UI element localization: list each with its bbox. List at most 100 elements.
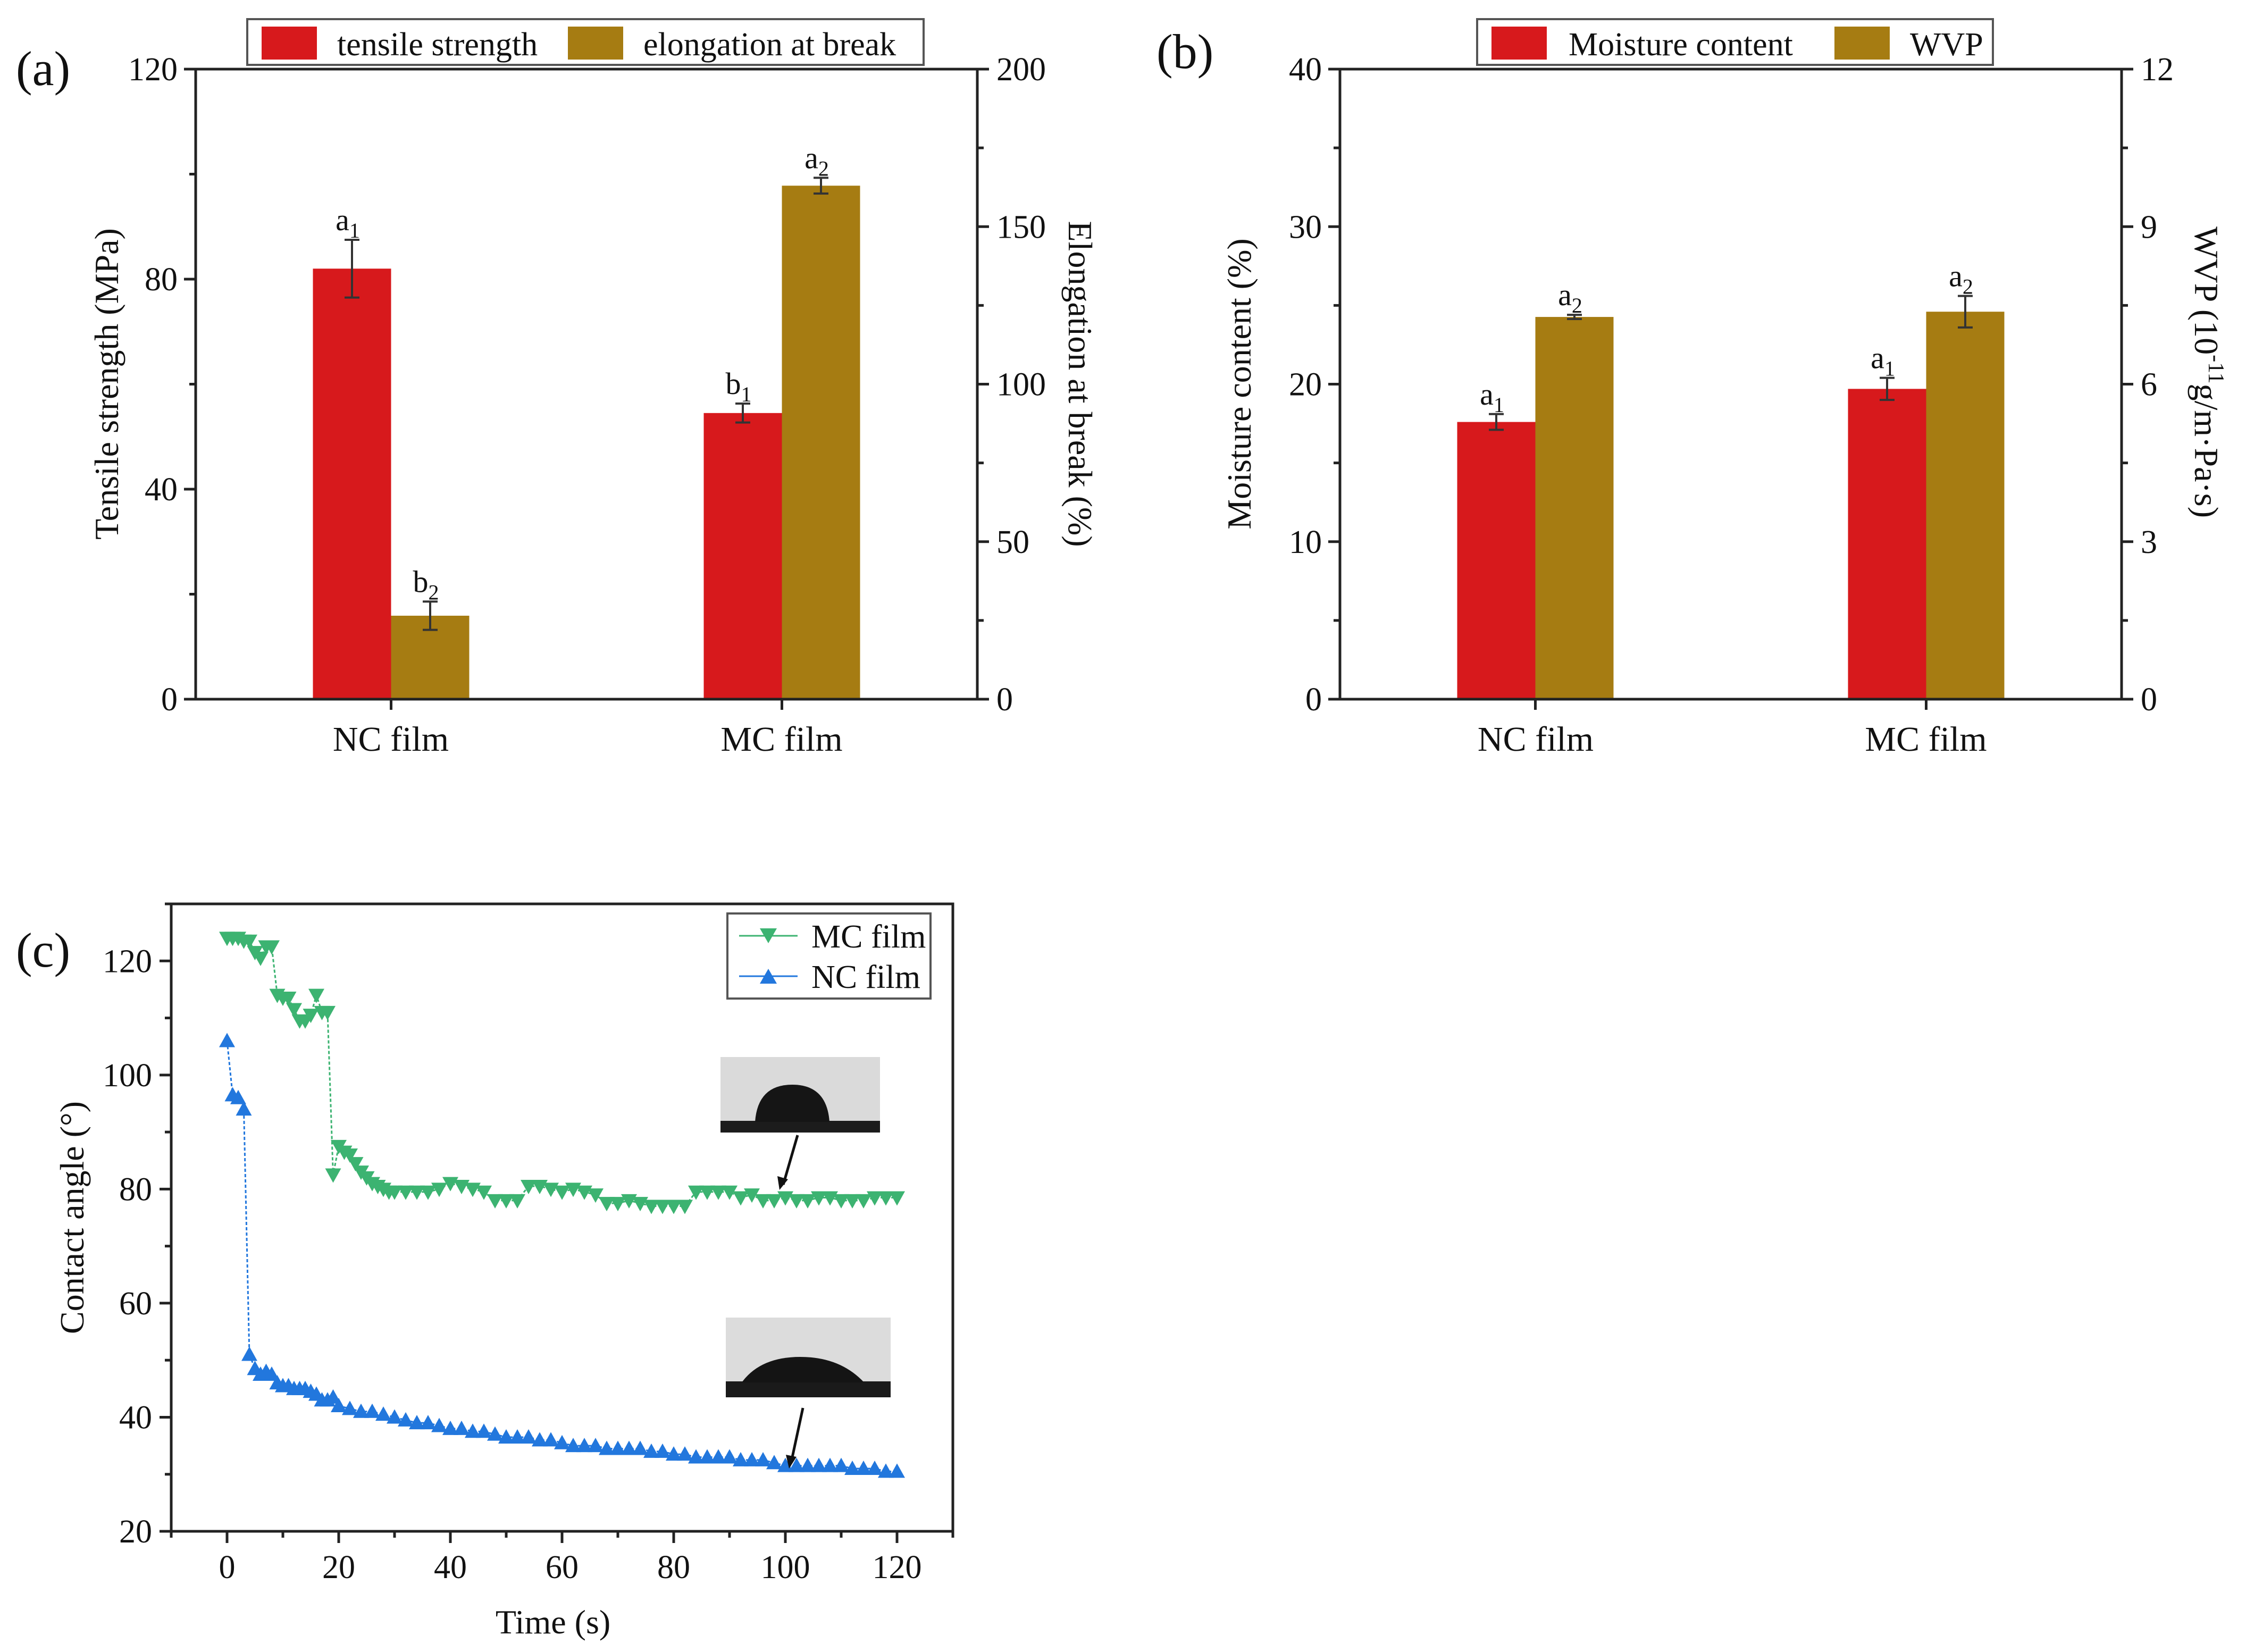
nc-data-point-29 [431,1418,447,1432]
mc-droplet-arrowhead [777,1176,788,1190]
nc-data-point-42 [576,1438,592,1453]
mc-data-point-34 [431,1183,447,1197]
panel-b-y2-label-main: WVP (10 [2188,227,2225,355]
nc-data-point-47 [632,1440,648,1455]
mc-data-point-31 [398,1185,414,1200]
mc-droplet-substrate [720,1121,880,1133]
a-bar-1-1 [782,186,860,700]
nc-data-point-46 [621,1440,637,1455]
nc-droplet-substrate [726,1381,891,1397]
nc-data-point-35 [498,1429,514,1444]
panel-c-x-ticks: 0 20 40 60 80 100 120 [170,1531,954,1586]
mc-data-point-8 [264,940,280,955]
nc-data-point-26 [398,1412,414,1427]
b-sig-base-1-1: a [1949,259,1963,293]
nc-data-point-37 [521,1429,537,1444]
mc-data-point-65 [777,1191,793,1206]
panel-c-series [219,932,905,1478]
panel-c-legend: MC film NC film [726,912,932,1000]
panel-b-legend-label-wvp: WVP [1910,27,1983,63]
mc-droplet-inset [720,1057,880,1190]
mc-data-point-19 [325,1168,341,1183]
nc-data-point-28 [420,1415,436,1430]
mc-data-point-48 [588,1188,604,1203]
nc-data-point-52 [688,1449,704,1464]
nc-data-point-24 [375,1406,391,1421]
b-sig-sub-0-1: 1 [1884,357,1895,381]
nc-data-point-50 [666,1446,682,1461]
b-sig-base-1-0: a [1558,278,1572,312]
c-xtick-label-4: 80 [657,1549,690,1586]
nc-data-point-3 [236,1101,252,1116]
panel-a-legend-swatch-tensile [262,27,317,60]
c-ytick-label-2: 60 [119,1286,152,1322]
c-xtick-label-2: 40 [434,1549,467,1586]
b-y2tick-label-3: 9 [2141,209,2157,245]
nc-data-point-70 [889,1463,905,1478]
mc-data-point-59 [710,1185,726,1200]
b-bar-0-0 [1457,422,1536,699]
panel-a-label: (a) [16,41,70,96]
nc-data-point-60 [777,1457,793,1472]
mc-data-point-62 [744,1188,760,1203]
mc-data-point-67 [800,1194,816,1209]
nc-data-point-53 [699,1449,715,1464]
nc-data-point-57 [744,1452,760,1466]
nc-data-point-33 [476,1423,492,1438]
panel-a-y2-ticks: 0 50 100 150 200 [977,52,1046,718]
panel-c-y-ticks: 20 40 60 80 100 120 [103,902,171,1550]
nc-data-point-54 [710,1449,726,1464]
a-sig-sub-0-0: 1 [349,219,360,242]
b-sig-base-0-1: a [1871,341,1884,375]
nc-data-point-8 [264,1366,280,1381]
mc-data-point-33 [420,1185,436,1200]
nc-data-point-30 [442,1420,458,1435]
mc-data-point-15 [303,1009,319,1024]
panel-b-legend-swatch-wvp [1834,27,1890,60]
a-sig-base-1-0: b [413,564,429,599]
mc-data-point-40 [498,1194,514,1209]
nc-data-point-32 [465,1423,481,1438]
nc-data-point-2 [230,1089,246,1104]
b-sig-label-1-1: a2 [1949,259,1973,299]
a-y2tick-label-3: 150 [996,209,1046,245]
b-sig-label-0-1: a1 [1871,341,1895,381]
mc-data-point-16 [308,988,324,1003]
nc-droplet-arrowhead [786,1455,797,1469]
mc-data-point-38 [476,1185,492,1200]
panel-a-legend-label-elongation: elongation at break [643,27,896,63]
mc-data-point-23 [347,1157,364,1172]
nc-data-point-36 [509,1429,525,1444]
a-bar-0-0 [313,269,391,699]
b-sig-sub-1-1: 2 [1963,275,1973,299]
a-y2tick-label-0: 0 [996,682,1013,718]
a-ytick-label-1: 40 [145,472,178,508]
mc-data-point-45 [554,1185,570,1200]
mc-data-point-22 [342,1148,358,1163]
nc-data-point-19 [325,1389,341,1404]
a-sig-label-1-0: b2 [413,564,439,604]
a-sig-sub-1-1: 2 [818,156,829,180]
panel-c-legend-label-mc: MC film [811,919,926,955]
mc-droplet-shape [755,1085,829,1122]
panel-b-y2-ticks: 0 3 6 9 12 [2122,52,2174,718]
a-y2tick-label-4: 200 [996,52,1046,88]
nc-data-point-44 [599,1440,615,1455]
b-sig-label-0-0: a1 [1480,377,1504,417]
b-ytick-label-2: 20 [1289,367,1322,403]
panel-b-y2-label-end: g/m·Pa·s) [2188,384,2225,518]
mc-data-point-54 [655,1200,671,1214]
mc-data-point-39 [487,1194,503,1209]
nc-data-point-58 [755,1452,771,1466]
mc-data-point-4 [241,934,257,949]
nc-data-point-23 [364,1403,380,1418]
mc-data-point-73 [867,1191,883,1206]
nc-data-point-61 [789,1457,804,1472]
panel-a-legend: tensile strength elongation at break [246,18,925,66]
panel-b-y2-label-sup: -11 [2203,355,2228,383]
nc-data-point-66 [844,1461,860,1475]
mc-data-point-66 [789,1194,804,1209]
panel-a-y-axis-label: Tensile strength (MPa) [88,228,125,540]
